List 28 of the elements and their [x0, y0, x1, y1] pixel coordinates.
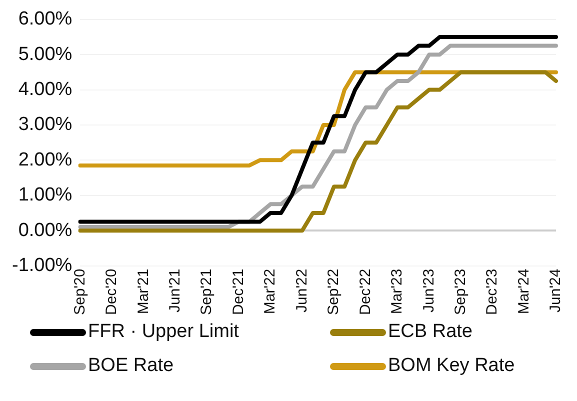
- x-tick-label: Sep'22: [325, 268, 342, 316]
- x-tick-label: Mar'24: [515, 268, 532, 314]
- legend-label: BOM Key Rate: [388, 354, 515, 378]
- x-tick-label: Mar'22: [262, 268, 279, 314]
- x-tick-label: Jun'22: [293, 268, 310, 312]
- legend-label: BOE Rate: [88, 354, 174, 378]
- y-tick-label: 6.00%: [18, 8, 72, 30]
- y-tick-label: 0.00%: [18, 220, 72, 241]
- x-tick-label: Jun'24: [547, 268, 564, 312]
- y-tick-label: 1.00%: [18, 184, 72, 206]
- x-tick-label: Mar'23: [388, 268, 406, 314]
- y-tick-label: 5.00%: [18, 44, 72, 65]
- x-tick-label: Dec'22: [356, 268, 374, 315]
- legend-label: ECB Rate: [388, 320, 472, 344]
- x-tick-label: Sep'20: [71, 268, 88, 316]
- y-tick-label: -1.00%: [12, 254, 72, 276]
- legend-label: FFR · Upper Limit: [88, 320, 239, 344]
- x-tick-label: Dec'20: [103, 268, 120, 315]
- x-tick-label: Jun'21: [166, 268, 184, 312]
- y-tick-label: 2.00%: [18, 149, 72, 170]
- x-tick-label: Jun'23: [420, 268, 438, 312]
- x-tick-label: Dec'21: [230, 268, 247, 315]
- y-tick-label: 4.00%: [18, 79, 72, 100]
- x-tick-label: Sep'21: [198, 268, 216, 316]
- x-tick-label: Sep'23: [452, 268, 469, 316]
- x-tick-label: Mar'21: [134, 268, 152, 314]
- x-tick-label: Dec'23: [484, 268, 501, 315]
- y-tick-label: 3.00%: [18, 114, 72, 136]
